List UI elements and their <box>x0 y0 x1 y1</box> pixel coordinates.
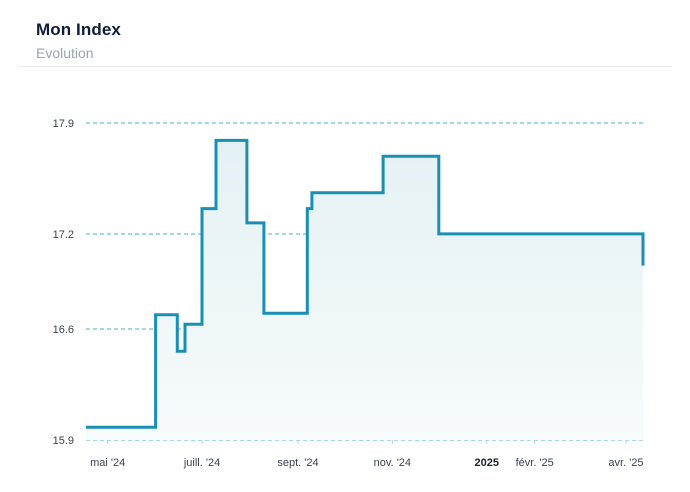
x-tick-label: nov. '24 <box>374 457 411 469</box>
series-line-path <box>86 138 645 429</box>
x-tick-label: avr. '25 <box>608 457 643 469</box>
x-tick-label: 2025 <box>474 457 498 469</box>
chart-subtitle: Evolution <box>36 45 94 61</box>
y-tick-label: 17.9 <box>53 118 74 130</box>
chart-title: Mon Index <box>36 20 121 39</box>
y-tick-label: 17.2 <box>53 229 74 241</box>
area-fill <box>86 140 643 440</box>
x-axis-ticks: mai '24 juill. '24 sept. '24 nov. '24 2025 fé… <box>90 440 644 469</box>
x-tick-label: sept. '24 <box>277 457 318 469</box>
y-tick-label: 16.6 <box>53 324 74 336</box>
x-tick-label: févr. '25 <box>516 457 554 469</box>
series-area <box>86 140 643 440</box>
card-header: Mon Index Evolution <box>18 14 672 67</box>
y-axis-ticks: 15.9 16.6 17.2 17.9 <box>53 118 74 447</box>
y-tick-label: 15.9 <box>53 435 74 447</box>
x-tick-label: mai '24 <box>90 457 125 469</box>
series-line <box>85 138 645 429</box>
x-tick-label: juill. '24 <box>183 457 220 469</box>
